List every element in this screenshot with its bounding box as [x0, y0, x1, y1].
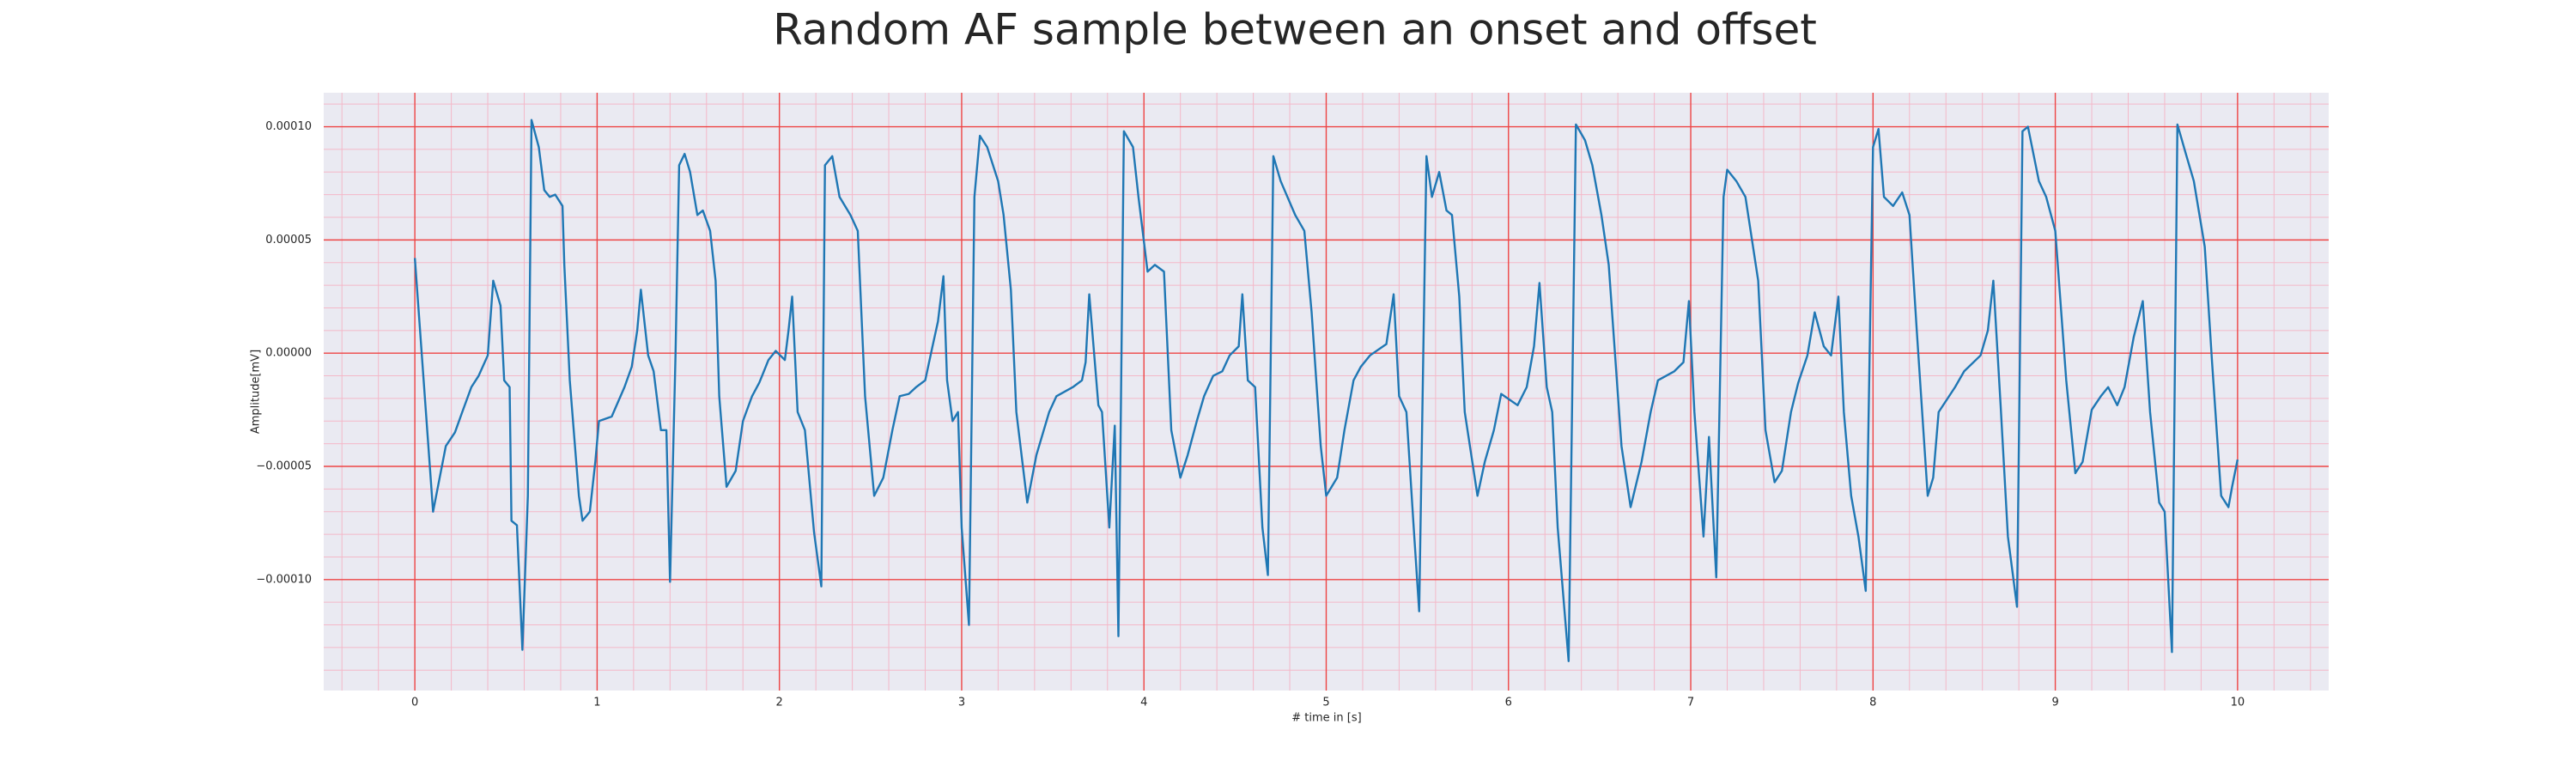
x-tick-label: 6 [1505, 697, 1512, 709]
chart-title: Random AF sample between an onset and of… [773, 5, 1817, 55]
x-tick-label: 1 [593, 697, 600, 709]
y-tick-label: 0.00005 [265, 234, 312, 247]
x-tick-label: 3 [958, 697, 965, 709]
x-tick-label: 9 [2051, 697, 2058, 709]
x-tick-label: 5 [1322, 697, 1329, 709]
x-tick-label: 4 [1140, 697, 1147, 709]
y-tick-label: −0.00010 [256, 573, 312, 586]
signal-line [413, 119, 2239, 662]
x-tick-label: 8 [1869, 697, 1876, 709]
x-tick-label: 0 [411, 697, 418, 709]
grid [324, 93, 2329, 691]
x-tick-label: 7 [1687, 697, 1694, 709]
y-tick-label: −0.00005 [256, 460, 312, 473]
y-tick-label: 0.00000 [265, 347, 312, 360]
x-tick-label: 2 [776, 697, 783, 709]
x-axis-label: # time in [s] [1291, 712, 1361, 725]
marks [413, 119, 2239, 662]
y-tick-label: 0.00010 [265, 120, 312, 133]
x-tick-label: 10 [2231, 697, 2245, 709]
y-axis-label: Amplitude[mV] [250, 350, 263, 434]
